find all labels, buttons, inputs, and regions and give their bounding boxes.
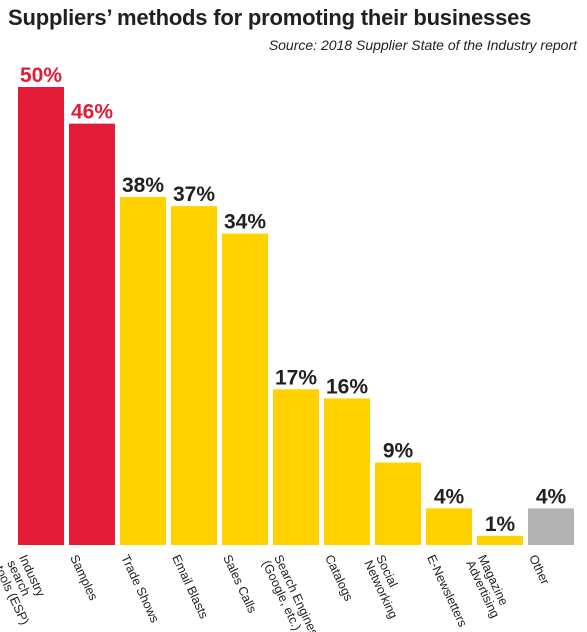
value-labels-group: 50% 46% 38% 37% 34% 17% 16% 9% 4% 1% 4% — [20, 64, 567, 536]
bar-10 — [477, 535, 523, 545]
category-label-7: Catalogs — [322, 553, 356, 604]
value-label-11: 4% — [536, 485, 567, 508]
value-label-9: 4% — [434, 485, 465, 508]
value-label-7: 16% — [326, 375, 368, 398]
value-label-1: 50% — [20, 64, 62, 87]
category-label-2: Samples — [67, 553, 100, 603]
category-label-3: Trade Shows — [118, 553, 162, 625]
bar-9 — [426, 508, 472, 545]
value-label-3: 38% — [122, 174, 164, 197]
category-label-4: Email Blasts — [169, 553, 211, 621]
category-labels-group: Industrysearchtools (ESP) Samples Trade Sh… — [0, 553, 552, 632]
bar-1 — [18, 87, 64, 545]
value-label-10: 1% — [485, 513, 516, 536]
bar-2 — [69, 123, 115, 545]
bars-group — [18, 87, 574, 546]
category-label-11: Other — [526, 553, 552, 587]
bar-7 — [324, 398, 370, 545]
bar-5 — [222, 233, 268, 545]
category-label-9: E-Newsletters — [424, 553, 470, 629]
value-label-5: 34% — [224, 211, 266, 234]
category-label-6: Search Engines(Google, etc.) — [259, 553, 321, 632]
value-label-4: 37% — [173, 183, 215, 206]
category-label-1: Industrysearchtools (ESP) — [0, 553, 56, 627]
category-label-8: SocialNetworking — [361, 553, 412, 621]
bar-3 — [120, 196, 166, 546]
bar-11 — [528, 508, 574, 545]
bar-8 — [375, 462, 421, 545]
bar-6 — [273, 389, 319, 545]
value-label-6: 17% — [275, 366, 317, 389]
bar-4 — [171, 206, 217, 545]
category-label-10: MagazineAdvertising — [463, 553, 514, 621]
value-label-8: 9% — [383, 440, 414, 463]
category-label-5: Sales Calls — [220, 553, 259, 616]
chart-title: Suppliers’ methods for promoting their b… — [8, 5, 532, 30]
value-label-2: 46% — [71, 101, 113, 124]
chart-source: Source: 2018 Supplier State of the Indus… — [268, 37, 577, 53]
